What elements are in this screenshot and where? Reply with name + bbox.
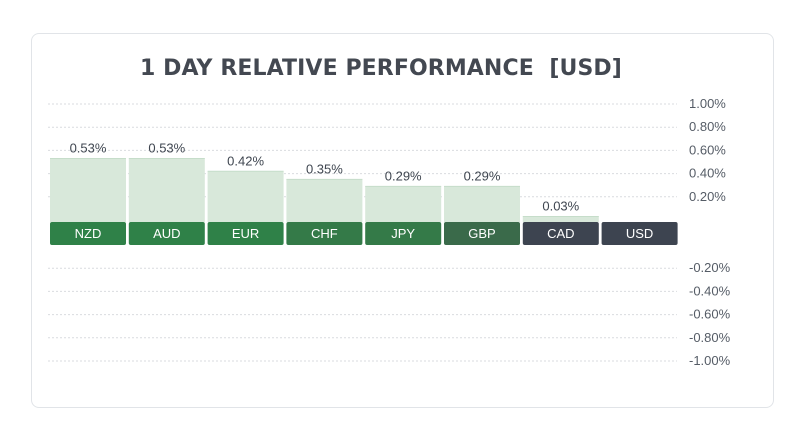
y-tick-label: -0.60% <box>689 307 731 322</box>
category-label-box <box>286 222 363 245</box>
y-tick-label: 1.00% <box>689 96 726 111</box>
y-tick-label: -1.00% <box>689 353 731 368</box>
data-label: 0.53% <box>148 141 185 156</box>
bar <box>128 158 205 222</box>
data-label: 0.29% <box>385 168 422 183</box>
category-label-box <box>444 222 520 245</box>
data-label: 0.42% <box>227 153 264 168</box>
bar <box>207 171 284 222</box>
category-label-box <box>50 222 126 245</box>
x-tick-label: AUD <box>153 226 180 241</box>
category-label-box <box>601 222 678 245</box>
x-tick-label: GBP <box>468 226 495 241</box>
data-label: 0.03% <box>542 199 579 214</box>
y-tick-label: 0.60% <box>689 142 726 157</box>
category-label-box <box>207 222 284 245</box>
x-tick-label: NZD <box>75 226 102 241</box>
y-tick-label: 0.20% <box>689 189 726 204</box>
x-tick-label: CHF <box>311 226 338 241</box>
bar <box>50 158 126 222</box>
category-label-box <box>365 222 442 245</box>
bar <box>522 216 599 222</box>
x-tick-label: EUR <box>232 226 259 241</box>
data-label: 0.53% <box>70 141 107 156</box>
y-tick-label: -0.80% <box>689 330 731 345</box>
x-tick-label: CAD <box>547 226 574 241</box>
y-tick-label: -0.20% <box>689 260 731 275</box>
category-label-box <box>128 222 205 245</box>
y-tick-label: 0.80% <box>689 119 726 134</box>
x-tick-label: USD <box>626 226 653 241</box>
category-label-box <box>522 222 599 245</box>
data-label: 0.35% <box>306 161 343 176</box>
x-tick-label: JPY <box>391 226 415 241</box>
y-tick-label: -0.40% <box>689 283 731 298</box>
y-tick-label: 0.40% <box>689 166 726 181</box>
chart-title: 1 DAY RELATIVE PERFORMANCE [USD] <box>140 56 622 81</box>
data-label: 0.29% <box>464 168 501 183</box>
bar <box>365 186 442 222</box>
bar <box>286 179 363 222</box>
bar <box>444 186 520 222</box>
